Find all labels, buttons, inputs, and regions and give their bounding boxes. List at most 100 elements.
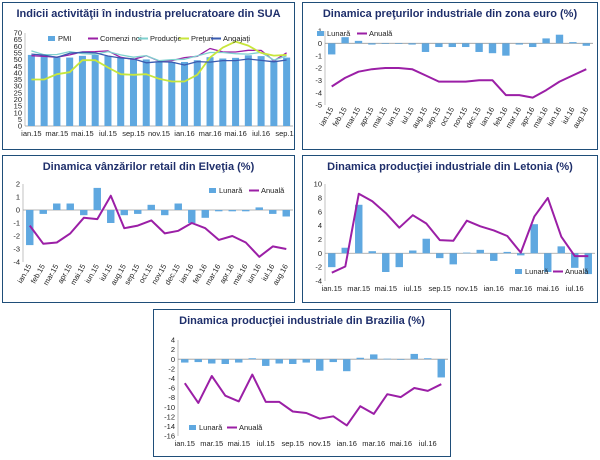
bar-lunara xyxy=(341,247,349,254)
legend-label: Anuală xyxy=(239,423,263,432)
bar-lunara xyxy=(235,359,243,363)
bar-lunara xyxy=(449,253,457,265)
y-tick-label: -4 xyxy=(13,258,20,267)
y-tick-label: -16 xyxy=(164,432,175,441)
y-tick-label: 15 xyxy=(14,102,22,111)
legend-label: Lunară xyxy=(327,29,351,38)
bar-lunara xyxy=(569,42,577,44)
x-tick-label: ian.15 xyxy=(322,284,342,293)
bar-lunara xyxy=(382,253,390,272)
legend-item-lunara: Lunară xyxy=(189,423,223,432)
bar-lunara xyxy=(248,358,256,360)
x-tick-label: mar.16 xyxy=(362,439,385,448)
chart-switzerland-retail: Dinamica vânzărilor retail din Elveţia (… xyxy=(13,161,293,287)
x-tick-label: mai.16 xyxy=(536,284,559,293)
bar-lunara xyxy=(356,357,364,360)
legend-item-anuala: Anuală xyxy=(227,423,263,432)
bar-lunara xyxy=(147,204,155,210)
legend-label: Anuală xyxy=(369,29,393,38)
bar-pmi xyxy=(142,59,150,127)
bar-lunara xyxy=(530,224,538,254)
x-tick-label: iun.15 xyxy=(384,106,402,128)
y-tick-label: 70 xyxy=(14,29,22,38)
x-tick-label: ian.16 xyxy=(337,439,357,448)
x-tick-label: ian.15 xyxy=(175,439,195,448)
legend-label: Preţuri xyxy=(191,34,213,43)
x-tick-label: sep.15 xyxy=(281,439,304,448)
panel-switzerland-retail: Dinamica vânzărilor retail din Elveţia (… xyxy=(2,155,295,303)
bar-lunara xyxy=(571,253,579,268)
bar-lunara xyxy=(289,359,297,364)
bar-lunara xyxy=(221,359,229,364)
panel-sua-manufacturing: Indicii activităţii în industria prelucr… xyxy=(2,2,295,150)
legend-label: Lunară xyxy=(525,267,549,276)
bar-lunara xyxy=(329,359,337,363)
bar-pmi xyxy=(193,60,201,126)
x-tick-label: sep.15 xyxy=(122,129,145,138)
bar-lunara xyxy=(161,210,169,216)
bar-lunara xyxy=(408,43,416,45)
legend-item-angajati: Angajaţi xyxy=(211,34,250,43)
bar-lunara xyxy=(26,210,34,246)
x-tick-label: iul.16 xyxy=(419,439,437,448)
legend-item-anuala: Anuală xyxy=(249,186,285,195)
x-tick-label: nov.15 xyxy=(456,284,478,293)
x-tick-label: ian.16 xyxy=(484,284,504,293)
y-tick-label: -8 xyxy=(168,393,175,402)
bar-lunara xyxy=(269,210,277,214)
y-tick-label: 4 xyxy=(171,336,175,345)
y-tick-label: 50 xyxy=(14,55,22,64)
y-tick-label: -3 xyxy=(315,76,322,85)
line-anuala xyxy=(28,194,287,258)
y-tick-label: 65 xyxy=(14,35,22,44)
line-preturi xyxy=(31,40,287,83)
bar-lunara xyxy=(93,187,101,210)
y-tick-label: 2 xyxy=(171,345,175,354)
x-tick-label: mai.16 xyxy=(389,439,412,448)
bar-lunara xyxy=(370,354,378,360)
bar-lunara xyxy=(463,252,471,254)
bar-pmi xyxy=(91,54,99,126)
bar-pmi xyxy=(181,61,189,126)
x-tick-label: ian.15 xyxy=(21,129,41,138)
bar-lunara xyxy=(542,38,550,44)
bar-lunara xyxy=(529,43,537,48)
y-tick-label: -5 xyxy=(315,101,322,110)
legend-swatch xyxy=(48,36,55,41)
chart-title: Indicii activităţii în industria prelucr… xyxy=(16,8,280,20)
x-tick-label: iun.16 xyxy=(545,106,563,128)
bar-lunara xyxy=(584,253,592,275)
legend-label: Producţie xyxy=(150,34,182,43)
bar-lunara xyxy=(188,210,196,223)
legend-label: Comenzi noi xyxy=(100,34,142,43)
bar-lunara xyxy=(282,210,290,217)
bar-lunara xyxy=(354,40,363,44)
bar-lunara xyxy=(107,210,115,223)
bar-pmi xyxy=(219,58,227,126)
bar-lunara xyxy=(174,203,182,210)
bar-lunara xyxy=(275,359,283,364)
x-tick-label: mai.15 xyxy=(71,129,94,138)
y-tick-label: 40 xyxy=(14,68,22,77)
bar-lunara xyxy=(395,43,403,44)
y-tick-label: -4 xyxy=(168,374,175,383)
bar-pmi xyxy=(40,55,48,127)
y-tick-label: 0 xyxy=(16,206,20,215)
bar-lunara xyxy=(503,251,511,254)
bar-lunara xyxy=(181,359,189,363)
bar-lunara xyxy=(462,43,470,48)
bar-lunara xyxy=(557,246,565,254)
legend-item-productie: Producţie xyxy=(138,34,182,43)
bar-pmi xyxy=(117,58,125,126)
y-tick-label: 35 xyxy=(14,75,22,84)
x-tick-label: sep.16 xyxy=(275,129,294,138)
legend-item-pmi: PMI xyxy=(48,34,71,43)
x-tick-label: iun.15 xyxy=(83,263,101,285)
bar-lunara xyxy=(410,353,418,360)
bar-lunara xyxy=(544,253,552,272)
y-tick-label: 2 xyxy=(318,235,322,244)
chart-euro-producer-prices: Dinamica preţurilor industriale din zona… xyxy=(315,8,593,130)
bar-lunara xyxy=(39,210,47,214)
bar-lunara xyxy=(134,210,142,214)
bar-lunara xyxy=(488,43,497,54)
